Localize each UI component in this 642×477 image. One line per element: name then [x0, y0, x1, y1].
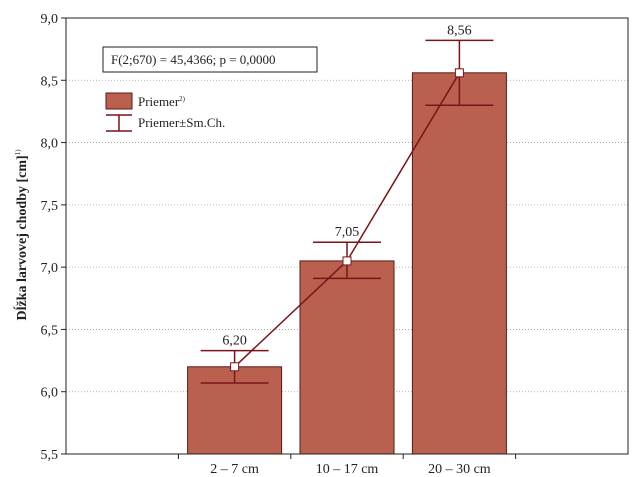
y-tick-label: 9,0	[41, 12, 59, 27]
data-label: 7,05	[335, 225, 360, 240]
data-label: 8,56	[447, 23, 472, 38]
x-tick-label: 20 – 30 cm	[428, 462, 491, 477]
y-tick-label: 7,5	[41, 199, 59, 214]
bar	[299, 260, 395, 455]
y-tick-label: 6,5	[41, 323, 59, 338]
y-tick-label: 7,0	[41, 261, 59, 276]
stat-annotation-box: F(2;670) = 45,4366; p = 0,0000	[102, 46, 318, 73]
y-axis-title: Dĺžka larvovej chodby [cm]1)	[12, 149, 30, 321]
y-tick-label: 5,5	[41, 448, 59, 463]
x-tick-label: 2 – 7 cm	[210, 462, 259, 477]
y-axis-title-superscript: 1)	[14, 149, 22, 156]
y-tick-label: 8,5	[41, 74, 59, 89]
legend-bar-label: Priemer2)	[138, 94, 186, 109]
legend-error-symbol	[106, 114, 132, 132]
data-label: 6,20	[222, 334, 247, 349]
grid-lines	[66, 79, 628, 393]
axes: 5,5 6,0 6,5 7,0 7,5 8,0 8,5 9,0 2 – 7 cm 10 – 17 …	[41, 12, 629, 477]
y-tick-label: 6,0	[41, 386, 59, 401]
x-tick-label: 10 – 17 cm	[316, 462, 379, 477]
mean-point	[230, 362, 240, 372]
mean-point	[454, 68, 464, 78]
bar	[411, 72, 507, 455]
value-labels: 6,20 7,05 8,56	[222, 23, 471, 348]
y-tick-label: 8,0	[41, 137, 59, 152]
mean-point	[342, 256, 352, 266]
stat-annotation: F(2;670) = 45,4366; p = 0,0000	[111, 52, 276, 67]
legend: Priemer2) Priemer±Sm.Ch.	[105, 92, 225, 132]
plot-frame	[65, 17, 629, 455]
legend-bar-swatch	[105, 92, 133, 110]
legend-bar-label-superscript: 2)	[179, 95, 186, 103]
mean-line	[230, 68, 464, 372]
legend-error-label: Priemer±Sm.Ch.	[138, 115, 225, 130]
error-bars	[200, 39, 494, 384]
